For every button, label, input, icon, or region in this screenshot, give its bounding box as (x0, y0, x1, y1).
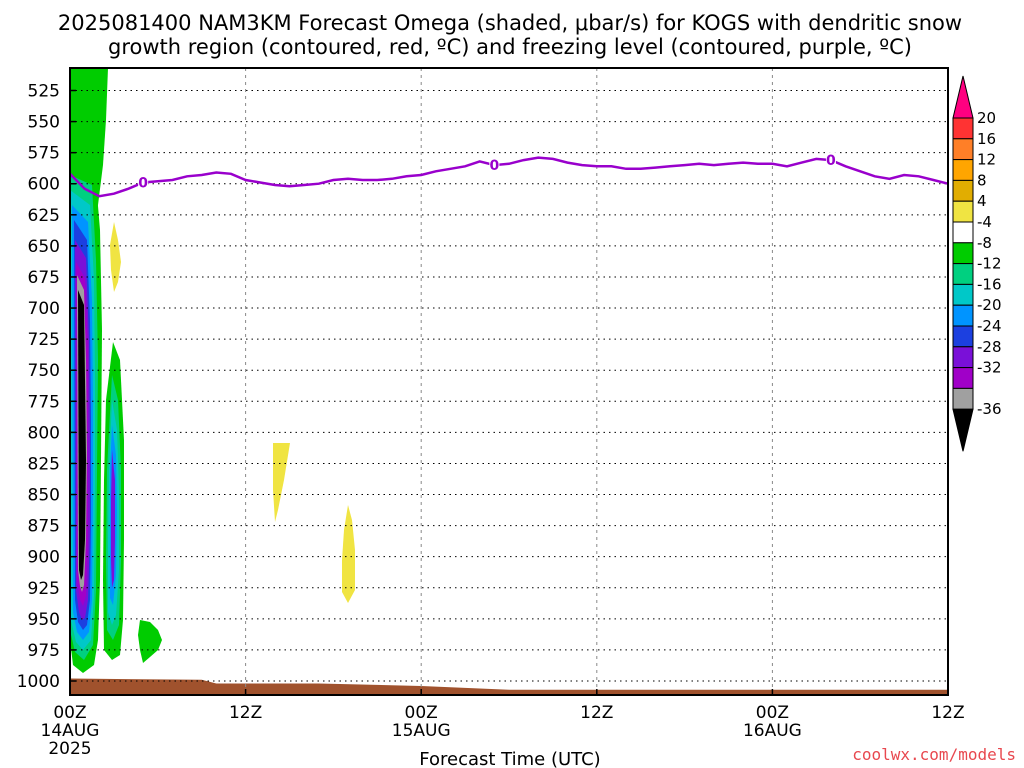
colorbar-label: -32 (977, 359, 1002, 377)
colorbar-segment (952, 263, 974, 285)
colorbar-label: 16 (977, 130, 996, 148)
colorbar-label: 8 (977, 171, 987, 189)
y-tick-label: 675 (28, 268, 60, 288)
y-tick-label: 1000 (17, 672, 60, 692)
colorbar-segment (952, 387, 974, 410)
x-tick-label: 12Z (931, 703, 964, 723)
y-axis: 525 550 575 600 625 650 675 700 725 750 775 800 825 8… (17, 82, 76, 692)
x-tick-label: 15AUG (392, 721, 451, 741)
x-tick-label: 16AUG (743, 721, 802, 741)
colorbar-segment (952, 304, 974, 327)
freezing-label-bg (825, 152, 836, 169)
colorbar-segment (952, 367, 974, 389)
colorbar-segment (952, 242, 974, 265)
y-tick-label: 950 (28, 610, 60, 630)
x-tick-label: 2025 (48, 739, 91, 759)
y-tick-label: 550 (28, 113, 60, 133)
colorbar: 20 16 12 8 4 -4 -8 -12 -16 -20 -24 -28 -32 -36 (952, 75, 1002, 452)
plot-area (70, 68, 948, 695)
freezing-label: 0 (489, 158, 499, 174)
y-tick-label: 850 (28, 486, 60, 506)
freezing-label-bg (489, 157, 500, 174)
y-tick-label: 775 (28, 392, 60, 412)
chart-title-line2: growth region (contoured, red, ºC) and f… (108, 35, 912, 59)
colorbar-segment (952, 325, 974, 348)
colorbar-segment (952, 117, 974, 140)
x-axis-label: Forecast Time (UTC) (419, 749, 600, 768)
y-tick-label: 975 (28, 641, 60, 661)
colorbar-label: 4 (977, 192, 987, 210)
omega-yellow-lower (342, 505, 355, 603)
x-tick-label: 14AUG (41, 721, 100, 741)
y-tick-label: 525 (28, 82, 60, 102)
y-tick-label: 800 (28, 423, 60, 443)
credit-text: coolwx.com/models (852, 745, 1016, 764)
colorbar-segment (952, 159, 974, 181)
freezing-label-bg (138, 174, 149, 191)
omega-main-black (78, 290, 86, 580)
x-tick-label: 12Z (229, 703, 262, 723)
y-tick-label: 750 (28, 361, 60, 381)
colorbar-bottom-arrow (952, 408, 974, 452)
colorbar-segment (952, 283, 974, 306)
x-tick-label: 00Z (756, 703, 789, 723)
freezing-label: 0 (138, 175, 148, 191)
x-tick-label: 12Z (580, 703, 613, 723)
y-tick-label: 600 (28, 175, 60, 195)
colorbar-segment (952, 200, 974, 223)
colorbar-label: 20 (977, 109, 996, 127)
omega-second-purple (111, 450, 115, 588)
x-tick-label: 00Z (405, 703, 438, 723)
colorbar-label: 12 (977, 151, 996, 169)
freezing-label: 0 (826, 153, 836, 169)
y-tick-label: 875 (28, 517, 60, 537)
y-tick-label: 825 (28, 454, 60, 474)
colorbar-label: -20 (977, 296, 1002, 314)
grid-lines (69, 68, 949, 695)
y-tick-label: 625 (28, 206, 60, 226)
terrain-fill (70, 678, 948, 695)
colorbar-label: -24 (977, 317, 1002, 335)
colorbar-label: -16 (977, 275, 1002, 293)
colorbar-segment (952, 138, 974, 161)
freezing-level-labels: 0 0 0 (138, 152, 836, 191)
y-tick-label: 900 (28, 548, 60, 568)
omega-shading (70, 68, 355, 673)
colorbar-segment (952, 346, 974, 369)
colorbar-segment (952, 221, 974, 244)
chart-title-line1: 2025081400 NAM3KM Forecast Omega (shaded… (58, 11, 962, 35)
colorbar-label: -12 (977, 255, 1002, 273)
y-tick-label: 725 (28, 330, 60, 350)
colorbar-label: -28 (977, 338, 1002, 356)
colorbar-label: -8 (977, 234, 992, 252)
freezing-level-line (69, 156, 949, 198)
colorbar-top-arrow (952, 75, 974, 119)
y-tick-label: 925 (28, 579, 60, 599)
x-tick-label: 00Z (53, 703, 86, 723)
y-tick-label: 650 (28, 237, 60, 257)
omega-yellow-mid (273, 443, 290, 522)
colorbar-label: -4 (977, 213, 992, 231)
omega-green-blob (138, 620, 162, 663)
y-tick-label: 575 (28, 144, 60, 164)
omega-yellow-small-upper (110, 222, 121, 292)
colorbar-label: -36 (977, 400, 1002, 418)
plot-border (69, 67, 949, 696)
y-tick-label: 700 (28, 299, 60, 319)
colorbar-segment (952, 179, 974, 202)
